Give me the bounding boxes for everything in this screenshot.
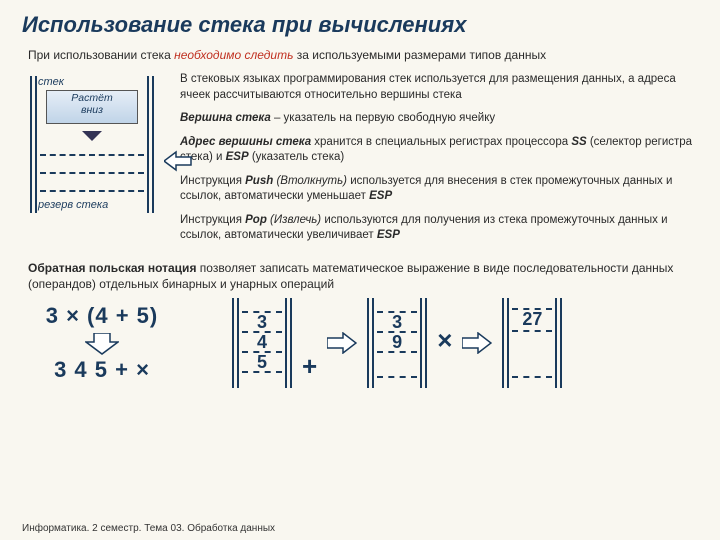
stack-dash-3 <box>40 190 144 192</box>
para-4: Инструкция Push (Втолкнуть) используется… <box>180 174 698 205</box>
stack-bottom-label: резерв стека <box>38 199 108 211</box>
para-3: Адрес вершины стека хранится в специальн… <box>180 135 698 166</box>
stack3-cell-0: 27 <box>502 309 562 330</box>
convert-arrow-icon <box>85 333 119 353</box>
step-arrow-1-icon <box>327 332 357 354</box>
infix-expression: 3 × (4 + 5) <box>22 303 182 329</box>
arrow-down-icon <box>82 131 102 141</box>
stack-top-label: стек <box>38 76 64 88</box>
op-times: × <box>437 325 452 356</box>
mini-stack-1: 3 4 5 <box>232 298 292 388</box>
postfix-expression: 3 4 5 + × <box>22 357 182 383</box>
intro-suffix: за используемыми размерами типов данных <box>293 48 546 62</box>
stack1-cell-1: 4 <box>232 332 292 353</box>
page-title: Использование стека при вычислениях <box>22 12 698 38</box>
intro-emphasis: необходимо следить <box>174 48 293 62</box>
mini-stack-2: 3 9 <box>367 298 427 388</box>
stack-pointer-arrow-icon <box>164 150 192 172</box>
grow-direction-box: Растёт вниз <box>46 90 138 124</box>
rpn-example-row: 3 × (4 + 5) 3 4 5 + × 3 4 5 + 3 9 <box>22 298 698 388</box>
op-plus: + <box>302 351 317 382</box>
stack2-cell-1: 9 <box>367 332 427 353</box>
intro-text: При использовании стека необходимо следи… <box>28 48 698 62</box>
expression-column: 3 × (4 + 5) 3 4 5 + × <box>22 303 182 383</box>
footer-text: Информатика. 2 семестр. Тема 03. Обработ… <box>22 523 275 534</box>
stack-dash-2 <box>40 172 144 174</box>
para-2: Вершина стека – указатель на первую своб… <box>180 111 698 127</box>
para-1: В стековых языках программирования стек … <box>180 72 698 103</box>
step-arrow-2-icon <box>462 332 492 354</box>
stack2-cell-0: 3 <box>367 312 427 333</box>
stack1-cell-2: 5 <box>232 352 292 373</box>
intro-prefix: При использовании стека <box>28 48 174 62</box>
mini-stack-3: 27 <box>502 298 562 388</box>
stack-diagram: стек Растёт вниз резерв стека <box>22 72 162 217</box>
stack-dash-1 <box>40 154 144 156</box>
para-5: Инструкция Pop (Извлечь) используются дл… <box>180 213 698 244</box>
explanation-text: В стековых языках программирования стек … <box>180 72 698 252</box>
stack1-cell-0: 3 <box>232 312 292 333</box>
rpn-text: Обратная польская нотация позволяет запи… <box>28 260 698 292</box>
